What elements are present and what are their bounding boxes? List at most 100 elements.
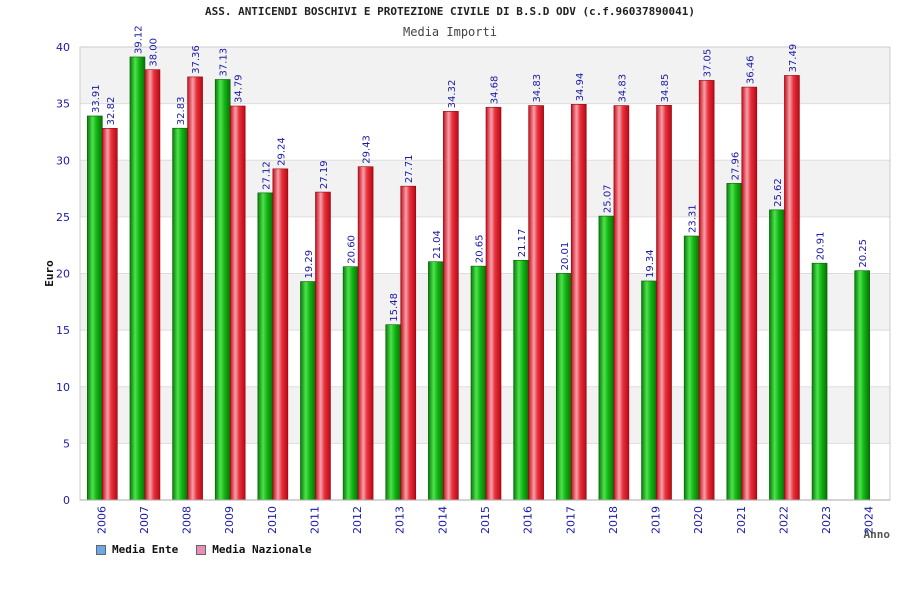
data-label-nazionale: 34.79 — [234, 74, 245, 103]
legend-swatch-nazionale — [196, 544, 207, 555]
data-label-nazionale: 34.32 — [447, 80, 458, 109]
bar-nazionale — [698, 80, 715, 501]
data-label-ente: 25.62 — [773, 178, 784, 207]
chart-subtitle: Media Importi — [403, 25, 497, 39]
bar-nazionale — [102, 128, 118, 501]
bar-ente — [470, 265, 487, 501]
data-label-ente: 15.48 — [389, 293, 400, 322]
y-axis-title: Euro — [43, 260, 56, 287]
x-axis-title: Anno — [864, 528, 891, 541]
data-label-ente: 27.12 — [261, 161, 272, 190]
x-tick-label: 2011 — [308, 506, 321, 534]
bar-nazionale — [272, 168, 289, 501]
x-tick-label: 2021 — [735, 506, 748, 534]
data-label-ente: 20.65 — [475, 234, 486, 263]
bar-ente — [257, 192, 274, 501]
x-tick-label: 2010 — [266, 506, 279, 534]
bar-nazionale — [144, 69, 161, 501]
bar-ente — [385, 324, 402, 501]
y-tick-label: 5 — [63, 437, 70, 450]
legend: Media Ente Media Nazionale — [96, 543, 312, 556]
data-label-ente: 23.31 — [688, 204, 699, 233]
data-label-ente: 20.25 — [858, 239, 869, 268]
legend-item-ente: Media Ente — [96, 543, 178, 556]
y-tick-label: 25 — [56, 211, 70, 224]
bar-ente — [300, 281, 316, 501]
y-tick-label: 15 — [56, 324, 70, 337]
x-tick-label: 2007 — [138, 506, 151, 534]
data-label-ente: 25.07 — [602, 184, 613, 213]
data-label-ente: 20.01 — [560, 242, 571, 271]
bar-ente — [811, 262, 828, 501]
y-tick-label: 10 — [56, 381, 70, 394]
data-label-nazionale: 37.49 — [788, 44, 799, 73]
bar-nazionale — [400, 185, 417, 501]
x-tick-label: 2016 — [522, 506, 535, 534]
bar-nazionale — [570, 104, 587, 501]
y-tick-label: 40 — [56, 41, 70, 54]
data-label-nazionale: 29.24 — [276, 137, 287, 166]
data-label-ente: 33.91 — [91, 84, 102, 113]
bar-nazionale — [443, 111, 459, 501]
data-label-nazionale: 38.00 — [148, 38, 159, 67]
data-label-nazionale: 34.85 — [660, 74, 671, 103]
bar-ente — [129, 56, 146, 501]
y-tick-label: 20 — [56, 268, 70, 281]
bar-ente — [683, 235, 700, 501]
data-label-ente: 39.12 — [133, 25, 144, 54]
bar-ente — [342, 266, 359, 501]
bar-ente — [854, 270, 870, 501]
y-tick-label: 0 — [63, 494, 70, 507]
bar-nazionale — [784, 75, 800, 501]
bar-nazionale — [485, 106, 502, 501]
x-tick-label: 2012 — [351, 506, 364, 534]
x-tick-label: 2009 — [223, 506, 236, 534]
data-label-ente: 19.29 — [304, 250, 315, 279]
data-label-nazionale: 37.05 — [703, 49, 714, 78]
bar-ente — [513, 259, 529, 501]
x-tick-label: 2023 — [820, 506, 833, 534]
bar-nazionale — [741, 86, 758, 501]
x-tick-label: 2022 — [777, 506, 790, 534]
x-tick-label: 2024 — [863, 506, 876, 534]
y-tick-label: 30 — [56, 154, 70, 167]
bar-nazionale — [357, 166, 374, 501]
bar-nazionale — [613, 105, 630, 501]
data-label-nazionale: 36.46 — [745, 55, 756, 84]
x-tick-label: 2020 — [692, 506, 705, 534]
data-label-nazionale: 37.36 — [191, 45, 202, 74]
x-tick-label: 2013 — [394, 506, 407, 534]
bar-ente — [598, 215, 615, 501]
bar-nazionale — [656, 105, 672, 501]
x-tick-label: 2018 — [607, 506, 620, 534]
data-label-ente: 19.34 — [645, 249, 656, 278]
bar-nazionale — [229, 105, 246, 501]
bar-ente — [172, 127, 188, 501]
data-label-ente: 27.96 — [730, 152, 741, 181]
bar-ente — [641, 280, 657, 501]
chart-title: ASS. ANTICENDI BOSCHIVI E PROTEZIONE CIV… — [204, 5, 696, 18]
data-label-nazionale: 34.94 — [575, 73, 586, 102]
data-label-ente: 32.83 — [176, 97, 187, 126]
data-label-ente: 21.04 — [432, 230, 443, 259]
data-label-nazionale: 27.19 — [319, 160, 330, 189]
x-tick-label: 2006 — [95, 506, 108, 534]
y-tick-label: 35 — [56, 98, 70, 111]
legend-label-nazionale: Media Nazionale — [212, 543, 312, 556]
bar-ente — [428, 261, 444, 501]
data-label-ente: 21.17 — [517, 229, 528, 258]
x-tick-label: 2014 — [436, 506, 449, 534]
x-tick-label: 2017 — [564, 506, 577, 534]
bar-nazionale — [187, 76, 203, 501]
data-label-nazionale: 34.83 — [617, 74, 628, 103]
bar-ente — [555, 273, 572, 501]
legend-label-ente: Media Ente — [112, 543, 179, 556]
data-label-nazionale: 34.68 — [490, 76, 501, 105]
data-label-nazionale: 32.82 — [106, 97, 117, 126]
bar-ente — [214, 79, 231, 501]
legend-item-nazionale: Media Nazionale — [196, 543, 312, 556]
data-label-nazionale: 29.43 — [362, 135, 373, 164]
bar-ente — [726, 183, 743, 501]
data-label-ente: 20.60 — [347, 235, 358, 264]
